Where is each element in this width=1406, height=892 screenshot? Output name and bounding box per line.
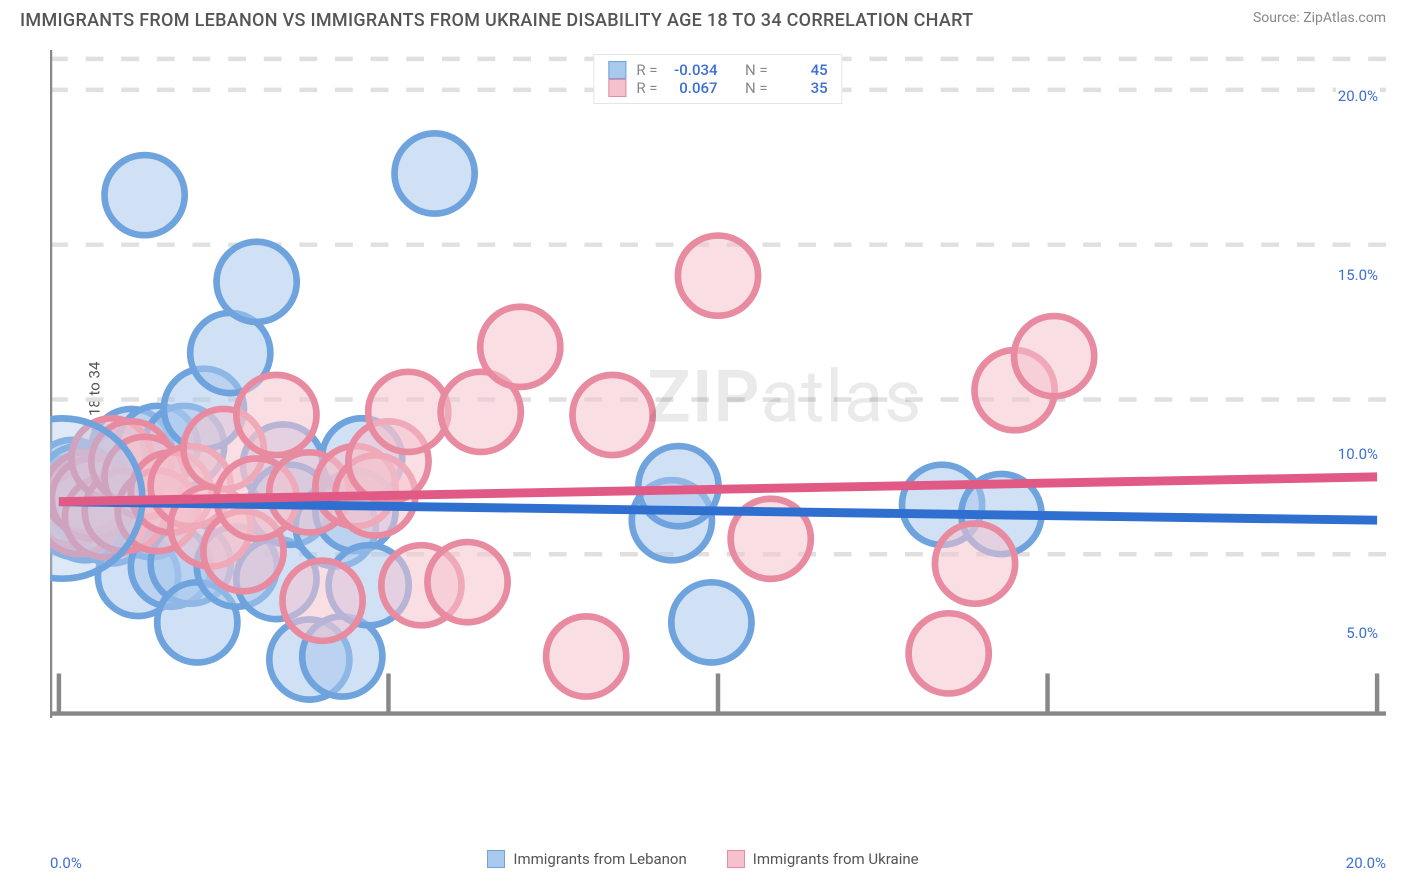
- legend-swatch: [608, 61, 626, 79]
- series-legend: Immigrants from Lebanon Immigrants from U…: [0, 850, 1406, 868]
- legend-label: Immigrants from Lebanon: [513, 850, 686, 868]
- legend-swatch: [727, 850, 745, 868]
- y-tick-label: 5.0%: [1344, 624, 1380, 642]
- legend-row: R = -0.034 N = 45: [608, 61, 827, 79]
- legend-swatch: [608, 79, 626, 97]
- y-tick-label: 20.0%: [1336, 87, 1380, 105]
- n-value: 45: [778, 61, 828, 79]
- legend-item: Immigrants from Ukraine: [727, 850, 919, 868]
- scatter-plot: [50, 50, 1386, 718]
- source-label: Source: ZipAtlas.com: [1253, 10, 1386, 26]
- y-tick-label: 10.0%: [1336, 445, 1380, 463]
- legend-item: Immigrants from Lebanon: [487, 850, 686, 868]
- n-value: 35: [778, 79, 828, 97]
- r-value: 0.067: [668, 79, 718, 97]
- legend-row: R = 0.067 N = 35: [608, 79, 827, 97]
- n-label: N =: [745, 61, 768, 79]
- n-label: N =: [745, 79, 768, 97]
- correlation-legend: R = -0.034 N = 45 R = 0.067 N = 35: [593, 54, 842, 104]
- r-value: -0.034: [668, 61, 718, 79]
- y-tick-label: 15.0%: [1336, 266, 1380, 284]
- r-label: R =: [636, 61, 657, 79]
- chart-area: Disability Age 18 to 34 ZIPatlas R =-0.0…: [50, 50, 1386, 822]
- legend-label: Immigrants from Ukraine: [753, 850, 919, 868]
- r-label: R =: [636, 79, 657, 97]
- chart-title: IMMIGRANTS FROM LEBANON VS IMMIGRANTS FR…: [20, 10, 973, 31]
- legend-swatch: [487, 850, 505, 868]
